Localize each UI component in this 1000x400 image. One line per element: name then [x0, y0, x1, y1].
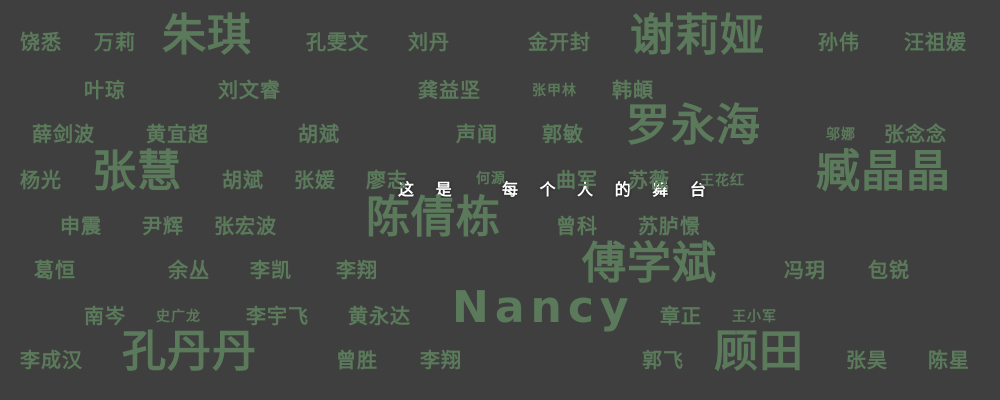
cloud-name: 孙伟	[818, 30, 860, 54]
cloud-name: 李凯	[250, 258, 292, 282]
cloud-name: 声闻	[456, 122, 498, 146]
cloud-name: 罗永海	[626, 100, 761, 151]
cloud-name: 陈星	[928, 348, 970, 372]
cloud-name: 黄永达	[348, 304, 411, 328]
cloud-name: 苏胪憬	[638, 214, 701, 238]
cloud-name: 尹辉	[142, 214, 184, 238]
cloud-name: 朱琪	[162, 10, 252, 61]
cloud-name: 胡斌	[222, 168, 264, 192]
cloud-name: 曾科	[556, 214, 598, 238]
cloud-name: 杨光	[20, 168, 62, 192]
cloud-name: 刘文睿	[218, 78, 281, 102]
cloud-name: 金开封	[528, 30, 591, 54]
cloud-name: 葛恒	[34, 258, 76, 282]
cloud-name: 史广龙	[156, 309, 201, 325]
cloud-name: 叶琼	[84, 78, 126, 102]
cloud-name: 郭敏	[542, 122, 584, 146]
cloud-name: 申震	[60, 214, 102, 238]
cloud-name: 万莉	[94, 30, 136, 54]
cloud-name: 黄宜超	[146, 122, 209, 146]
cloud-name: 李宇飞	[246, 304, 309, 328]
cloud-name: 臧晶晶	[816, 146, 951, 197]
cloud-name: 张甲林	[532, 83, 577, 99]
cloud-name: 汪祖媛	[904, 30, 967, 54]
cloud-name: 王小军	[732, 309, 777, 325]
cloud-name: 张昊	[846, 348, 888, 372]
cloud-name: 韩頔	[612, 78, 654, 102]
cloud-name: 孔丹丹	[122, 326, 257, 377]
cloud-name: 谢莉娅	[630, 10, 765, 61]
cloud-name: 李翔	[336, 258, 378, 282]
cloud-name: 章正	[660, 304, 702, 328]
cloud-name: 李成汉	[20, 348, 83, 372]
cloud-name: 张媛	[294, 168, 336, 192]
cloud-name: 南岑	[84, 304, 126, 328]
cloud-name: 张慧	[92, 146, 182, 197]
cloud-name: 郭飞	[642, 348, 684, 372]
cloud-name: 王花红	[700, 173, 745, 189]
cloud-name: 饶悉	[20, 30, 62, 54]
cloud-name: 邬娜	[826, 127, 856, 143]
cloud-name: 李翔	[420, 348, 462, 372]
cloud-name: 张念念	[884, 122, 947, 146]
cloud-name: 龚益坚	[418, 78, 481, 102]
cloud-name: 余丛	[168, 258, 210, 282]
headline-part-2: 每 个 人 的 舞 台	[502, 180, 714, 199]
cloud-name: 何源	[476, 171, 506, 187]
cloud-name: 廖志	[366, 168, 408, 192]
cloud-name: 薛剑波	[32, 122, 95, 146]
cloud-name: 陈倩栋	[366, 192, 501, 243]
cloud-name: 顾田	[714, 326, 804, 377]
cloud-name: 傅学斌	[582, 238, 717, 289]
cloud-name: 张宏波	[214, 214, 277, 238]
cloud-name: 曲军	[556, 168, 598, 192]
cloud-name: 苏薇	[628, 168, 670, 192]
cloud-name: Nancy	[452, 282, 635, 333]
headline: 这 是 每 个 人 的 舞 台	[398, 178, 706, 202]
cloud-name: 刘丹	[408, 30, 450, 54]
cloud-name: 冯玥	[784, 258, 826, 282]
cloud-name: 胡斌	[298, 122, 340, 146]
headline-part-1: 这 是	[398, 180, 460, 199]
cloud-name: 孔雯文	[306, 30, 369, 54]
cloud-name: 包锐	[868, 258, 910, 282]
cloud-name: 曾胜	[336, 348, 378, 372]
